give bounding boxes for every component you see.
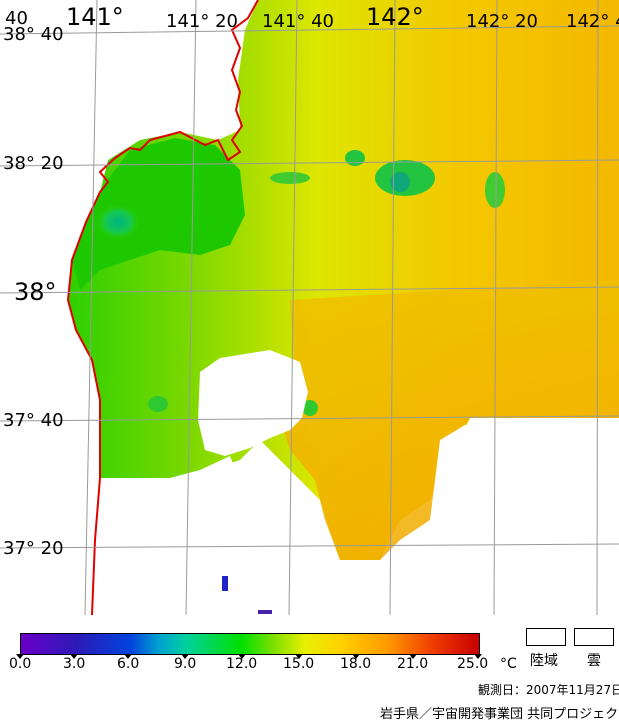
scale-tick: 15.0 xyxy=(283,656,315,672)
credit: 岩手県／宇宙開発事業団 共同プロジェクト xyxy=(380,707,619,722)
land-area xyxy=(0,0,258,615)
tick-marker xyxy=(124,654,132,659)
scale-tick: 12.0 xyxy=(226,656,258,672)
scale-tick: 6.0 xyxy=(117,656,140,672)
scale-tick: 3.0 xyxy=(63,656,86,672)
cloud-mask xyxy=(198,350,308,456)
corner-label: 40 xyxy=(5,8,28,29)
tick-marker xyxy=(474,654,482,659)
lon-label-142-20: 142° 20 xyxy=(466,11,538,32)
lon-label-142-40: 142° 40 xyxy=(566,11,619,32)
lon-label-141: 141° xyxy=(66,3,124,31)
tick-marker xyxy=(409,654,417,659)
scale-tick: 18.0 xyxy=(340,656,372,672)
scale-unit: °C xyxy=(500,656,517,672)
lat-label-38: 38° xyxy=(14,278,57,306)
land-label: 陸域 xyxy=(530,653,558,669)
scale-tick: 25.0 xyxy=(457,656,489,672)
tick-marker xyxy=(295,654,303,659)
tick-marker xyxy=(16,654,24,659)
tick-marker xyxy=(181,654,189,659)
sea-surface-temperature-image xyxy=(0,0,619,615)
lon-label-141-20: 141° 20 xyxy=(166,11,238,32)
land-swatch xyxy=(526,628,566,646)
color-scale-bar xyxy=(20,633,480,655)
lon-label-141-40: 141° 40 xyxy=(262,11,334,32)
lon-label-142: 142° xyxy=(366,3,424,31)
tick-marker xyxy=(238,654,246,659)
lat-label-38-20: 38° 20 xyxy=(3,153,64,174)
graticule xyxy=(0,0,619,615)
scale-tick: 9.0 xyxy=(174,656,197,672)
lat-label-37-20: 37° 20 xyxy=(3,538,64,559)
coastline xyxy=(66,0,259,615)
sst-map: 40 141° 141° 20 141° 40 142° 142° 20 142… xyxy=(0,0,619,615)
tick-marker xyxy=(70,654,78,659)
lat-label-37-40: 37° 40 xyxy=(3,410,64,431)
cloud-label: 雲 xyxy=(587,653,601,669)
cloud-swatch xyxy=(574,628,614,646)
lat-label-38-40: 38° 40 xyxy=(3,24,64,45)
warm-water xyxy=(280,280,619,560)
tick-marker xyxy=(352,654,360,659)
scale-tick: 21.0 xyxy=(397,656,429,672)
cloud-mask xyxy=(420,418,619,615)
scale-tick: 0.0 xyxy=(9,656,32,672)
cool-water xyxy=(72,138,245,290)
cloud-mask xyxy=(100,456,420,615)
observation-date: 観測日：2007年11月27日 xyxy=(478,683,619,697)
